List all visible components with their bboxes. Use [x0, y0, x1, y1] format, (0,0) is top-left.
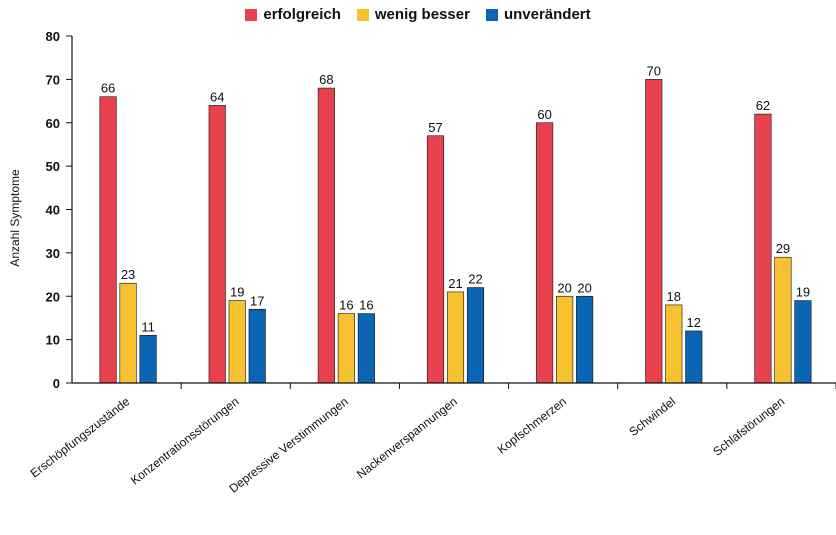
data-label: 20	[577, 280, 591, 295]
y-tick-label: 30	[46, 246, 60, 261]
data-label: 21	[448, 276, 462, 291]
data-label: 23	[121, 267, 135, 282]
bar-erfolgreich	[99, 96, 117, 384]
data-label: 20	[557, 280, 571, 295]
y-tick-label: 10	[46, 333, 60, 348]
data-label: 68	[319, 72, 333, 87]
legend-label: unverändert	[503, 6, 591, 23]
bar-erfolgreich	[645, 79, 663, 384]
bar-wenig-besser	[774, 256, 792, 384]
y-tick-label: 80	[46, 29, 60, 44]
bar-unverändert	[794, 300, 812, 384]
x-tick-label: Nackenverspannungen	[354, 394, 460, 481]
y-tick-label: 50	[46, 159, 60, 174]
legend-swatch	[485, 8, 498, 21]
bar-unverändert	[357, 313, 375, 384]
bar-wenig-besser	[337, 313, 355, 384]
x-tick-label: Schlafstörungen	[710, 394, 787, 458]
data-label: 19	[230, 285, 244, 300]
legend-label: wenig besser	[374, 6, 470, 23]
bar-erfolgreich	[536, 122, 554, 384]
bar-wenig-besser	[119, 282, 137, 384]
x-tick-label: Schwindel	[626, 394, 678, 439]
data-label: 16	[359, 298, 373, 313]
legend-item-erfolgreich: erfolgreich	[245, 6, 341, 23]
y-tick-label: 40	[46, 203, 60, 218]
x-tick-label: Konzentrationsstörungen	[128, 394, 242, 487]
data-label: 57	[428, 120, 442, 135]
data-label: 19	[796, 285, 810, 300]
data-label: 29	[776, 241, 790, 256]
data-label: 60	[537, 107, 551, 122]
data-label: 62	[756, 98, 770, 113]
bar-wenig-besser	[665, 304, 683, 384]
legend-item-wenig-besser: wenig besser	[356, 6, 470, 23]
bar-erfolgreich	[426, 135, 445, 384]
legend-label: erfolgreich	[263, 6, 341, 23]
y-tick-label: 20	[46, 289, 60, 304]
data-label: 16	[339, 298, 353, 313]
legend-swatch	[245, 8, 258, 21]
data-label: 18	[667, 289, 681, 304]
bar-unverändert	[685, 330, 703, 384]
bar-wenig-besser	[228, 300, 246, 384]
data-label: 64	[210, 89, 224, 104]
bar-unverändert	[466, 287, 485, 384]
x-tick-label: Kopfschmerzen	[495, 394, 569, 456]
data-label: 22	[468, 272, 482, 287]
bar-erfolgreich	[208, 105, 226, 384]
x-tick-label: Depressive Verstimmungen	[226, 394, 350, 495]
y-tick-label: 60	[46, 116, 60, 131]
bar-wenig-besser	[446, 291, 465, 384]
legend-swatch	[356, 8, 369, 21]
y-tick-label: 0	[53, 376, 60, 391]
bar-unverändert	[576, 295, 594, 384]
data-label: 66	[101, 81, 115, 96]
bar-wenig-besser	[556, 295, 574, 384]
bar-unverändert	[139, 334, 157, 384]
y-axis-label: Anzahl Symptome	[8, 169, 22, 267]
data-label: 11	[141, 319, 155, 334]
x-tick-label: Erschöpfungszustände	[28, 394, 133, 480]
chart-legend: erfolgreich wenig besser unverändert	[0, 6, 836, 23]
data-label: 17	[250, 293, 264, 308]
bar-unverändert	[248, 308, 266, 384]
y-tick-label: 70	[46, 72, 60, 87]
bar-erfolgreich	[317, 87, 335, 384]
legend-item-unveraendert: unverändert	[485, 6, 591, 23]
data-label: 70	[647, 63, 661, 78]
bar-erfolgreich	[754, 113, 772, 384]
data-label: 12	[687, 315, 701, 330]
